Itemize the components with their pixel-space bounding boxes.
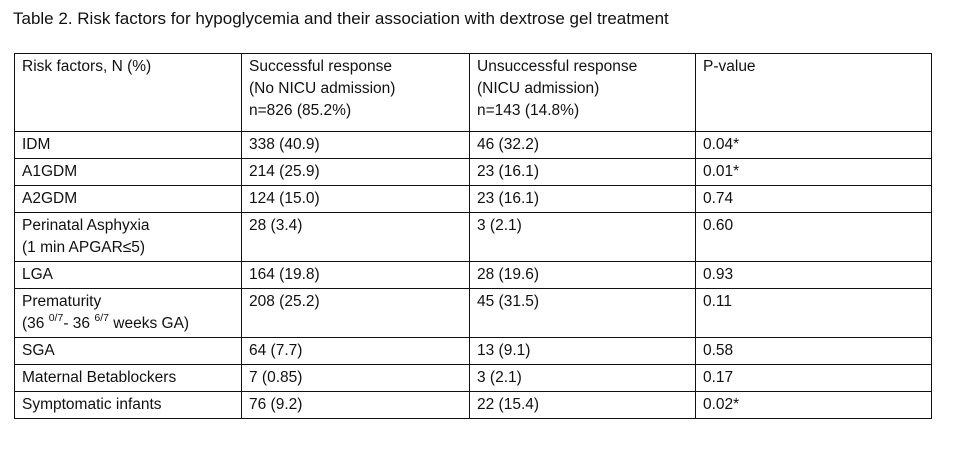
cell-unsuccessful: 3 (2.1) (469, 364, 696, 392)
cell-p-value: 0.01* (695, 158, 932, 186)
cell-risk-factor: LGA (14, 261, 242, 289)
risk-factor-label: A1GDM (22, 163, 78, 180)
header-p-value-label: P-value (703, 58, 756, 75)
header-success-line-1: Successful response (249, 58, 393, 75)
risk-factor-label: Maternal Betablockers (22, 369, 177, 386)
table-row: Perinatal Asphyxia (1 min APGAR≤5) 28 (3… (14, 212, 932, 262)
cell-p-value: 0.02* (695, 391, 932, 419)
cell-risk-factor: Prematurity (36 0/7- 36 6/7 weeks GA) (14, 288, 242, 338)
cell-risk-factor: SGA (14, 337, 242, 365)
risk-factor-label: A2GDM (22, 190, 78, 207)
cell-p-value: 0.74 (695, 185, 932, 213)
cell-successful: 124 (15.0) (241, 185, 470, 213)
table-row: Prematurity (36 0/7- 36 6/7 weeks GA) 20… (14, 288, 932, 338)
table-row: SGA 64 (7.7) 13 (9.1) 0.58 (14, 337, 932, 365)
header-success-line-3: n=826 (85.2%) (249, 102, 352, 119)
risk-factors-table: Risk factors, N (%) Successful response … (14, 53, 932, 419)
cell-unsuccessful: 13 (9.1) (469, 337, 696, 365)
header-successful-response: Successful response (No NICU admission) … (241, 53, 470, 132)
header-p-value: P-value (695, 53, 932, 132)
ga-superscript-end: 6/7 (94, 312, 109, 324)
header-fail-line-2: (NICU admission) (477, 80, 600, 97)
cell-successful: 64 (7.7) (241, 337, 470, 365)
cell-successful: 338 (40.9) (241, 131, 470, 159)
cell-risk-factor: Symptomatic infants (14, 391, 242, 419)
table-row: Symptomatic infants 76 (9.2) 22 (15.4) 0… (14, 391, 932, 419)
cell-p-value: 0.60 (695, 212, 932, 262)
ga-mid: - 36 (63, 315, 91, 332)
header-fail-line-1: Unsuccessful response (477, 58, 638, 75)
cell-risk-factor: IDM (14, 131, 242, 159)
risk-factor-sublabel: (1 min APGAR≤5) (22, 239, 146, 256)
cell-risk-factor: Maternal Betablockers (14, 364, 242, 392)
cell-unsuccessful: 23 (16.1) (469, 185, 696, 213)
header-success-line-2: (No NICU admission) (249, 80, 396, 97)
risk-factor-label: LGA (22, 266, 54, 283)
cell-p-value: 0.17 (695, 364, 932, 392)
risk-factor-label: Symptomatic infants (22, 396, 162, 413)
cell-unsuccessful: 45 (31.5) (469, 288, 696, 338)
ga-open: (36 (22, 315, 45, 332)
cell-successful: 214 (25.9) (241, 158, 470, 186)
cell-successful: 164 (19.8) (241, 261, 470, 289)
cell-successful: 7 (0.85) (241, 364, 470, 392)
table-header-row: Risk factors, N (%) Successful response … (14, 53, 932, 132)
ga-close: weeks GA) (108, 315, 190, 332)
table-caption: Table 2. Risk factors for hypoglycemia a… (13, 9, 669, 28)
table-row: IDM 338 (40.9) 46 (32.2) 0.04* (14, 131, 932, 159)
cell-risk-factor: A2GDM (14, 185, 242, 213)
cell-unsuccessful: 3 (2.1) (469, 212, 696, 262)
cell-successful: 76 (9.2) (241, 391, 470, 419)
cell-risk-factor: A1GDM (14, 158, 242, 186)
header-fail-line-3: n=143 (14.8%) (477, 102, 580, 119)
cell-p-value: 0.04* (695, 131, 932, 159)
risk-factor-label: Perinatal Asphyxia (22, 217, 150, 234)
risk-factor-sublabel: (36 0/7- 36 6/7 weeks GA) (22, 312, 235, 336)
cell-p-value: 0.58 (695, 337, 932, 365)
cell-risk-factor: Perinatal Asphyxia (1 min APGAR≤5) (14, 212, 242, 262)
ga-superscript-start: 0/7 (48, 312, 64, 324)
table-row: LGA 164 (19.8) 28 (19.6) 0.93 (14, 261, 932, 289)
header-unsuccessful-response: Unsuccessful response (NICU admission) n… (469, 53, 696, 132)
cell-p-value: 0.11 (695, 288, 932, 338)
cell-successful: 208 (25.2) (241, 288, 470, 338)
table-row: Maternal Betablockers 7 (0.85) 3 (2.1) 0… (14, 364, 932, 392)
cell-unsuccessful: 28 (19.6) (469, 261, 696, 289)
cell-p-value: 0.93 (695, 261, 932, 289)
table-row: A1GDM 214 (25.9) 23 (16.1) 0.01* (14, 158, 932, 186)
risk-factor-label: Prematurity (22, 293, 102, 310)
cell-unsuccessful: 22 (15.4) (469, 391, 696, 419)
cell-unsuccessful: 23 (16.1) (469, 158, 696, 186)
risk-factor-label: IDM (22, 136, 51, 153)
header-risk-factors-label: Risk factors, N (%) (22, 58, 152, 75)
cell-unsuccessful: 46 (32.2) (469, 131, 696, 159)
table-row: A2GDM 124 (15.0) 23 (16.1) 0.74 (14, 185, 932, 213)
risk-factor-label: SGA (22, 342, 55, 359)
header-risk-factors: Risk factors, N (%) (14, 53, 242, 132)
cell-successful: 28 (3.4) (241, 212, 470, 262)
